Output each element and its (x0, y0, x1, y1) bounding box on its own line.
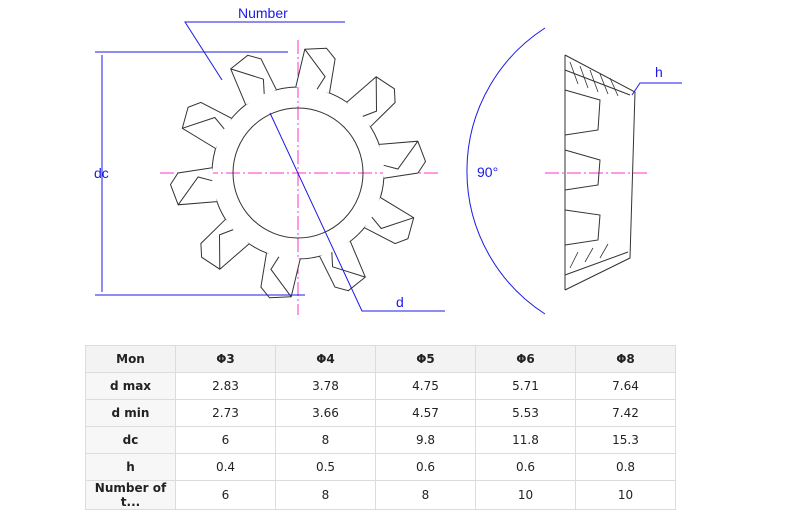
table-cell: 5.53 (475, 399, 576, 427)
row-label: d max (85, 372, 176, 400)
row-label: d min (85, 399, 176, 427)
teeth (169, 47, 427, 299)
table-cell: 0.6 (475, 453, 576, 481)
washer-drawing: Number d dc h 90° (94, 5, 682, 315)
angle-arc (466, 27, 546, 315)
table-cell: 11.8 (475, 426, 576, 454)
tooth (169, 167, 217, 206)
table-cell: 3.78 (275, 372, 376, 400)
tooth (260, 252, 301, 299)
dc-label: dc (94, 165, 109, 181)
table-cell: 0.8 (575, 453, 676, 481)
front-view (160, 40, 440, 315)
table-cell: 3.66 (275, 399, 376, 427)
h-leader (631, 82, 682, 96)
table-row: d max 2.83 3.78 4.75 5.71 7.64 (85, 372, 676, 400)
table-cell: 6 (175, 426, 276, 454)
table-cell: 10 (575, 480, 676, 510)
row-label: h (85, 453, 176, 481)
table-row: Number of t... 6 8 8 10 10 (85, 480, 676, 510)
table-cell: 10 (475, 480, 576, 510)
table-cell: 0.5 (275, 453, 376, 481)
table-header-row: Mon Φ3 Φ4 Φ5 Φ6 Φ8 (85, 345, 676, 373)
table-cell: 9.8 (375, 426, 476, 454)
table-cell: 7.64 (575, 372, 676, 400)
header-cell: Φ8 (575, 345, 676, 373)
d-label: d (396, 294, 404, 310)
tooth (295, 47, 336, 94)
tooth (181, 101, 232, 149)
header-cell: Φ6 (475, 345, 576, 373)
tooth (200, 218, 250, 270)
table-cell: 4.75 (375, 372, 476, 400)
side-view (545, 54, 650, 291)
angle-label: 90° (477, 164, 498, 180)
table-cell: 0.6 (375, 453, 476, 481)
number-label: Number (238, 5, 288, 21)
header-cell: Mon (85, 345, 176, 373)
table-cell: 5.71 (475, 372, 576, 400)
table-cell: 2.73 (175, 399, 276, 427)
inner-hole (232, 107, 364, 239)
table-cell: 6 (175, 480, 276, 510)
spec-table: Mon Φ3 Φ4 Φ5 Φ6 Φ8 d max 2.83 3.78 4.75 5.71… (85, 345, 676, 510)
table-cell: 7.42 (575, 399, 676, 427)
tooth (346, 76, 396, 128)
tooth (319, 241, 366, 292)
table-cell: 8 (275, 480, 376, 510)
tooth (379, 140, 427, 179)
number-leader (184, 21, 345, 81)
table-cell: 0.4 (175, 453, 276, 481)
header-cell: Φ5 (375, 345, 476, 373)
header-cell: Φ4 (275, 345, 376, 373)
table-cell: 15.3 (575, 426, 676, 454)
dimensions (95, 21, 682, 315)
h-label: h (655, 64, 663, 80)
tooth (230, 54, 277, 105)
table-row: d min 2.73 3.66 4.57 5.53 7.42 (85, 399, 676, 427)
table-row: h 0.4 0.5 0.6 0.6 0.8 (85, 453, 676, 481)
tooth (364, 197, 415, 245)
row-label: Number of t... (85, 480, 176, 510)
row-label: dc (85, 426, 176, 454)
table-cell: 8 (275, 426, 376, 454)
d-leader (269, 112, 445, 312)
table-cell: 8 (375, 480, 476, 510)
table-cell: 2.83 (175, 372, 276, 400)
table-row: dc 6 8 9.8 11.8 15.3 (85, 426, 676, 454)
header-cell: Φ3 (175, 345, 276, 373)
table-cell: 4.57 (375, 399, 476, 427)
